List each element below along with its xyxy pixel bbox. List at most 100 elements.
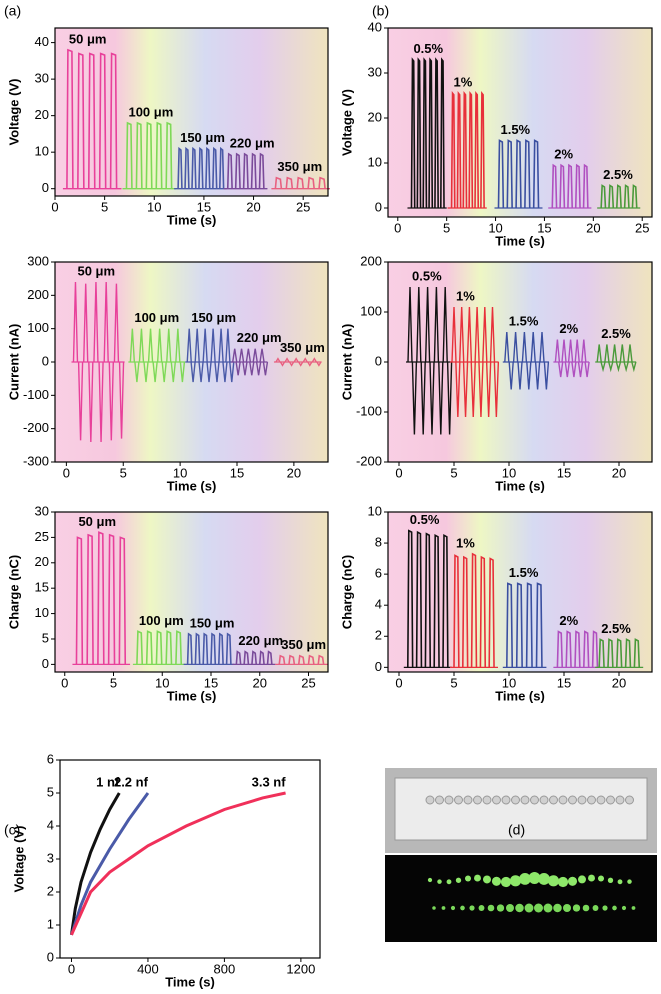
pulse	[226, 152, 233, 189]
spike	[284, 357, 295, 367]
pulse	[567, 163, 574, 209]
x-tick-label: 15	[230, 465, 244, 480]
y-tick-label: 10	[35, 605, 49, 620]
y-axis-label: Voltage (V)	[339, 89, 354, 156]
pulse	[434, 57, 439, 209]
x-axis-label: Time (s)	[495, 478, 545, 493]
pulse	[234, 152, 241, 189]
spike	[596, 344, 606, 373]
pulse	[415, 530, 423, 668]
series-label: 2%	[554, 147, 573, 162]
series-label: 1.5%	[500, 122, 530, 137]
spike	[275, 357, 286, 367]
pulse	[198, 146, 204, 189]
y-tick-label: 5	[42, 630, 49, 645]
spike	[129, 328, 140, 383]
x-tick-label: 10	[502, 465, 516, 480]
plot-frame	[59, 759, 321, 959]
spike	[113, 283, 125, 439]
pulse	[165, 630, 173, 665]
x-tick-label: 1200	[286, 961, 315, 976]
pulse	[524, 139, 531, 209]
led	[460, 905, 465, 911]
bulb	[530, 795, 539, 805]
y-tick-label: 2	[375, 628, 382, 643]
y-tick-label: 40	[368, 19, 382, 34]
pulse	[184, 146, 190, 189]
y-axis-label: Charge (nC)	[339, 555, 354, 629]
pulse	[506, 582, 514, 668]
pulse	[145, 121, 153, 189]
pulse	[191, 146, 197, 189]
pulse	[243, 650, 250, 665]
pulse	[258, 650, 265, 665]
spike	[311, 357, 322, 367]
bulb	[587, 795, 596, 805]
led	[427, 877, 433, 883]
pulse	[87, 52, 96, 189]
spike	[442, 286, 453, 435]
x-tick-label: 20	[246, 199, 260, 214]
spike	[238, 348, 248, 376]
pulse	[285, 176, 294, 189]
y-tick-label: 20	[35, 554, 49, 569]
led	[557, 876, 569, 888]
line	[69, 792, 121, 936]
x-tick-label: 10	[173, 465, 187, 480]
led	[592, 905, 599, 911]
y-tick-label: 40	[35, 34, 49, 49]
x-tick-label: 0	[63, 465, 70, 480]
led	[627, 879, 632, 884]
pulse	[250, 152, 257, 189]
pulse	[525, 582, 533, 668]
bulb	[492, 795, 501, 805]
pulse	[479, 555, 487, 668]
x-tick-label: 15	[557, 465, 571, 480]
series-label: 50 μm	[69, 31, 107, 46]
y-tick-label: 8	[375, 535, 382, 550]
series-label: 0.5%	[413, 41, 443, 56]
spike	[466, 306, 476, 418]
led	[588, 874, 595, 882]
y-tick-label: 10	[35, 144, 49, 159]
y-tick-label: 100	[360, 303, 382, 318]
pulse	[318, 176, 326, 189]
led	[553, 903, 562, 913]
pulse	[258, 152, 265, 189]
led	[478, 905, 485, 911]
y-tick-label: 10	[368, 154, 382, 169]
pulse	[631, 184, 638, 209]
y-tick-label: -100	[23, 387, 49, 402]
pulse	[278, 654, 286, 665]
pulse	[307, 176, 315, 189]
x-tick-label: 0	[395, 465, 402, 480]
led	[446, 879, 452, 885]
pulse	[450, 91, 456, 209]
x-tick-label: 0	[51, 199, 58, 214]
bulb	[539, 795, 549, 805]
pulse	[145, 630, 153, 665]
pulse	[462, 91, 468, 209]
series-label: 2.2 nf	[114, 774, 149, 789]
spike	[611, 344, 622, 373]
spike	[259, 348, 269, 376]
pulse	[107, 533, 116, 665]
series-label: 3.3 nf	[252, 774, 287, 789]
pulse	[616, 638, 623, 668]
x-tick-label: 25	[635, 220, 649, 235]
x-tick-label: 15	[197, 199, 211, 214]
pulse	[218, 146, 225, 189]
x-tick-label: 20	[612, 675, 626, 690]
led	[612, 905, 617, 911]
series-label: 100 μm	[134, 310, 179, 325]
plot-frame	[387, 27, 653, 218]
pulse	[559, 163, 566, 209]
series-label: 150 μm	[180, 130, 225, 145]
pulse	[497, 139, 505, 209]
y-tick-label: 30	[368, 64, 382, 79]
series-label: 350 μm	[280, 340, 325, 355]
pulse	[212, 146, 218, 189]
y-tick-label: 4	[47, 817, 54, 832]
series-label: 100 μm	[139, 613, 184, 628]
